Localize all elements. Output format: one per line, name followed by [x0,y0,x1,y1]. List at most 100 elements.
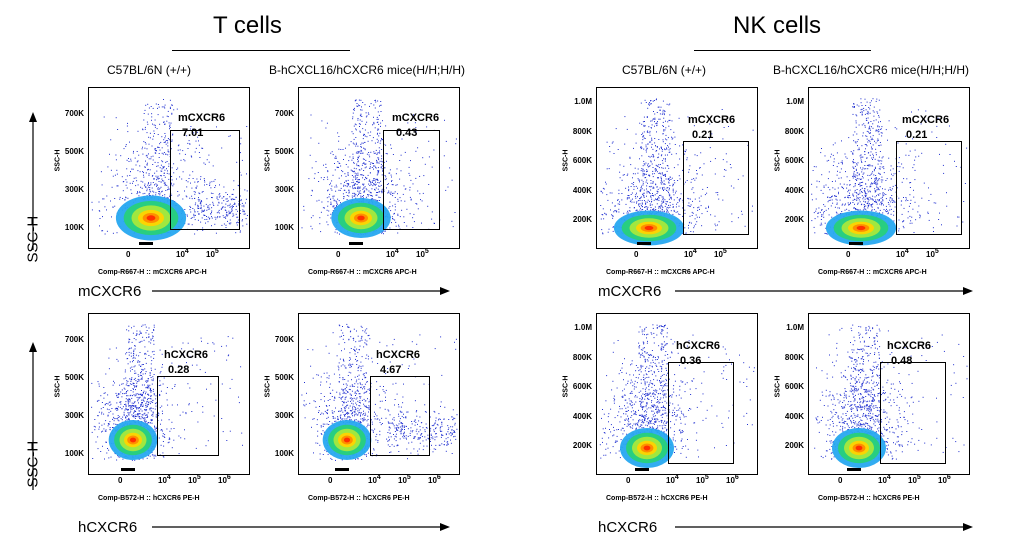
y-tick-label: 100K [64,449,84,458]
y-tick-label: 400K [572,185,592,195]
y-tick-label: 200K [572,441,592,450]
mcxcr6-axis-left: mCXCR6 [78,283,142,300]
y-tick-label: 700K [274,109,294,118]
y-tick-label: 500K [274,373,294,382]
x-tick-label: 0 [846,250,851,259]
x-axis-label: Comp-R667-H :: mCXCR6 APC-H [606,269,715,276]
plot-area [808,313,970,475]
gate-percent: 0.21 [906,129,928,141]
ssc-label-top: SSC-H [24,215,42,263]
gate-name: hCXCR6 [376,349,421,361]
y-tick-label: 400K [784,411,804,421]
x-tick-exponent: 5 [704,474,709,481]
plot-area [596,87,758,249]
x-tick-exponent: 5 [934,248,939,255]
gate-name: mCXCR6 [688,114,736,126]
x-tick-label: 0 [118,476,123,485]
gate-percent: 0.48 [891,355,913,367]
gate-name: mCXCR6 [902,114,950,126]
x-tick-exponent: 6 [436,474,441,481]
gate-rectangle[interactable] [170,130,240,230]
y-axis-label: SSC-H [264,149,272,172]
y-axis-label: SSC-H [54,149,62,172]
y-tick-label: 300K [274,411,294,420]
x-tick-label: 0 [328,476,333,485]
ssc-label-bottom: SSC-H [24,440,42,488]
right-arrow-icon [675,523,973,531]
plot-area [596,313,758,475]
y-tick-label: 1.0M [786,97,804,106]
plot-area [808,87,970,249]
x-tick-exponent: 4 [674,474,679,481]
y-tick-label: 700K [64,109,84,118]
x-tick-label: 0 [336,250,341,259]
x-tick-label: 104 [896,248,909,259]
right-arrow-icon [152,523,450,531]
y-axis-label: SSC-H [562,375,570,398]
x-tick-label: 106 [938,474,951,485]
y-axis-label: SSC-H [774,149,782,172]
x-axis-label: Comp-R667-H :: mCXCR6 APC-H [818,269,927,276]
right-arrow-icon [675,287,973,295]
gate-percent: 7.01 [182,127,204,139]
gate-percent: 0.36 [680,355,702,367]
nk-humanized-header: B-hCXCL16/hCXCR6 mice(H/H;H/H) [773,63,970,77]
x-axis-label: Comp-B572-H :: hCXCR6 PE-H [308,495,410,502]
y-tick-label: 300K [274,185,294,194]
gate-rectangle[interactable] [370,376,430,456]
gate-rectangle[interactable] [383,130,440,230]
y-tick-label: 800K [572,126,592,136]
y-tick-label: 400K [784,185,804,195]
right-arrow-icon [152,287,450,295]
x-tick-label: 0 [634,250,639,259]
gate-rectangle[interactable] [683,141,749,235]
plot-area [88,87,250,249]
y-tick-label: 600K [572,156,592,165]
x-tick-label: 105 [714,248,727,259]
x-axis-label: Comp-B572-H :: hCXCR6 PE-H [606,495,708,502]
gate-rectangle[interactable] [668,362,734,464]
plot-area [88,313,250,475]
scatter-dots [301,323,458,471]
x-tick-label: 0 [838,476,843,485]
y-tick-label: 400K [572,411,592,421]
gate-percent: 0.28 [168,364,190,376]
y-tick-label: 700K [274,335,294,344]
y-tick-label: 500K [64,147,84,156]
x-tick-label: 105 [188,474,201,485]
y-tick-label: 1.0M [574,323,592,332]
ssc-axis-top-left [14,110,54,280]
gate-percent: 0.21 [692,129,714,141]
nk-cells-title-rule [694,50,871,51]
gate-name: mCXCR6 [178,112,226,124]
x-tick-label: 105 [206,248,219,259]
scatter-dots [599,324,755,471]
x-axis-label: Comp-B572-H :: hCXCR6 PE-H [818,495,920,502]
gate-name: hCXCR6 [164,349,209,361]
gate-rectangle[interactable] [896,141,962,235]
x-tick-label: 105 [926,248,939,259]
scatter-dots [91,99,248,245]
x-tick-exponent: 4 [166,474,171,481]
scatter-dots [600,98,754,246]
x-tick-exponent: 5 [406,474,411,481]
y-tick-label: 500K [274,147,294,156]
nk-cells-title: NK cells [733,12,822,39]
y-tick-label: 200K [784,441,804,450]
gate-rectangle[interactable] [880,362,946,464]
x-axis-label: Comp-B572-H :: hCXCR6 PE-H [98,495,200,502]
gate-rectangle[interactable] [157,376,219,456]
x-tick-exponent: 6 [946,474,951,481]
x-tick-label: 105 [908,474,921,485]
gate-name: hCXCR6 [887,340,932,352]
y-axis-label: SSC-H [264,375,272,398]
x-tick-label: 104 [878,474,891,485]
up-arrow-icon [29,342,37,490]
scatter-dots [91,324,243,471]
y-tick-label: 700K [64,335,84,344]
ssc-axis-bottom-left [14,340,54,510]
x-tick-exponent: 5 [424,248,429,255]
mcxcr6-axis-right: mCXCR6 [598,283,662,300]
x-tick-label: 104 [666,474,679,485]
plot-area [298,313,460,475]
